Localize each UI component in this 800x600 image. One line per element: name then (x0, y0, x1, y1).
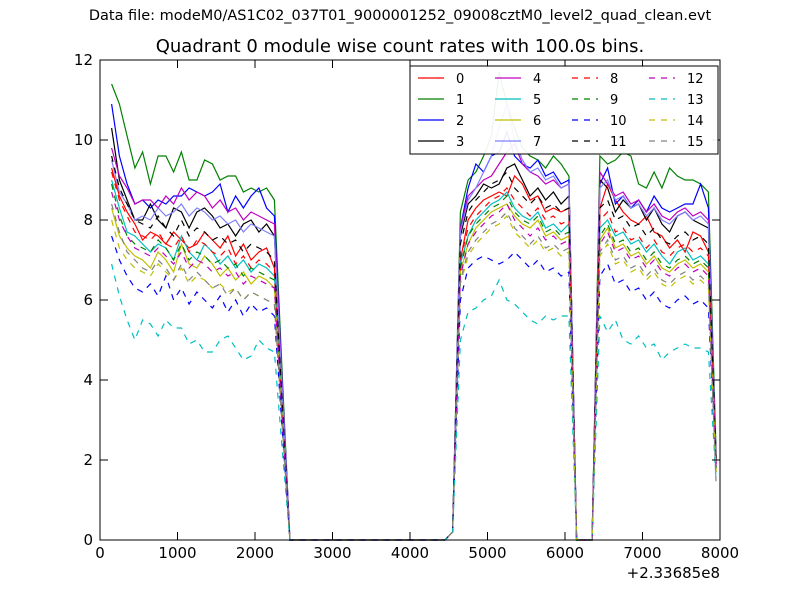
chart-title: Quadrant 0 module wise count rates with … (155, 36, 645, 57)
legend-label-4: 4 (533, 72, 541, 87)
y-tick-label: 12 (74, 51, 93, 69)
data-file-suptitle: Data file: modeM0/AS1C02_037T01_90000012… (88, 8, 712, 24)
series-line-5 (111, 179, 717, 541)
series-line-10 (111, 235, 717, 541)
y-tick-label: 4 (83, 371, 93, 389)
legend-label-3: 3 (456, 135, 464, 150)
legend-label-6: 6 (533, 114, 541, 129)
series-line-13 (111, 263, 717, 541)
legend-label-15: 15 (687, 135, 704, 150)
legend-label-10: 10 (610, 114, 627, 129)
x-tick-label: 1000 (158, 544, 196, 562)
legend-label-0: 0 (456, 72, 464, 87)
series-line-0 (111, 167, 717, 541)
series-line-3 (111, 127, 717, 541)
legend-label-5: 5 (533, 93, 541, 108)
legend-label-14: 14 (687, 114, 704, 129)
series-line-11 (111, 155, 717, 541)
tick-labels: 0 1000 2000 3000 4000 5000 6000 7000 80000246810… (74, 51, 739, 562)
y-tick-label: 6 (83, 291, 93, 309)
legend-label-12: 12 (687, 72, 704, 87)
x-axis-offset-label: +2.33685e8 (627, 564, 720, 582)
x-tick-label: 6000 (546, 544, 584, 562)
series-line-15 (111, 203, 717, 541)
axes-frame (99, 59, 721, 541)
series-line-4 (111, 142, 717, 541)
legend-label-13: 13 (687, 93, 704, 108)
legend-label-11: 11 (610, 135, 627, 150)
series-line-2 (111, 103, 717, 541)
x-tick-label: 5000 (468, 544, 506, 562)
x-tick-label: 2000 (236, 544, 274, 562)
legend-label-8: 8 (610, 72, 618, 87)
x-tick-label: 0 (95, 544, 105, 562)
legend-box (409, 65, 719, 155)
legend-label-2: 2 (456, 114, 464, 129)
y-tick-label: 10 (74, 131, 93, 149)
y-tick-label: 8 (83, 211, 93, 229)
series-line-6 (111, 203, 717, 541)
y-tick-label: 2 (83, 451, 93, 469)
series-line-12 (111, 191, 717, 541)
series-line-7 (111, 101, 717, 541)
x-tick-label: 3000 (313, 544, 351, 562)
series-line-8 (111, 171, 717, 541)
x-tick-label: 8000 (701, 544, 739, 562)
legend-label-9: 9 (610, 93, 618, 108)
x-tick-label: 4000 (391, 544, 429, 562)
legend-label-1: 1 (456, 93, 464, 108)
legend-label-7: 7 (533, 135, 541, 150)
series-line-14 (111, 214, 717, 541)
x-tick-label: 7000 (623, 544, 661, 562)
y-tick-label: 0 (83, 531, 93, 549)
series-line-9 (111, 183, 717, 541)
